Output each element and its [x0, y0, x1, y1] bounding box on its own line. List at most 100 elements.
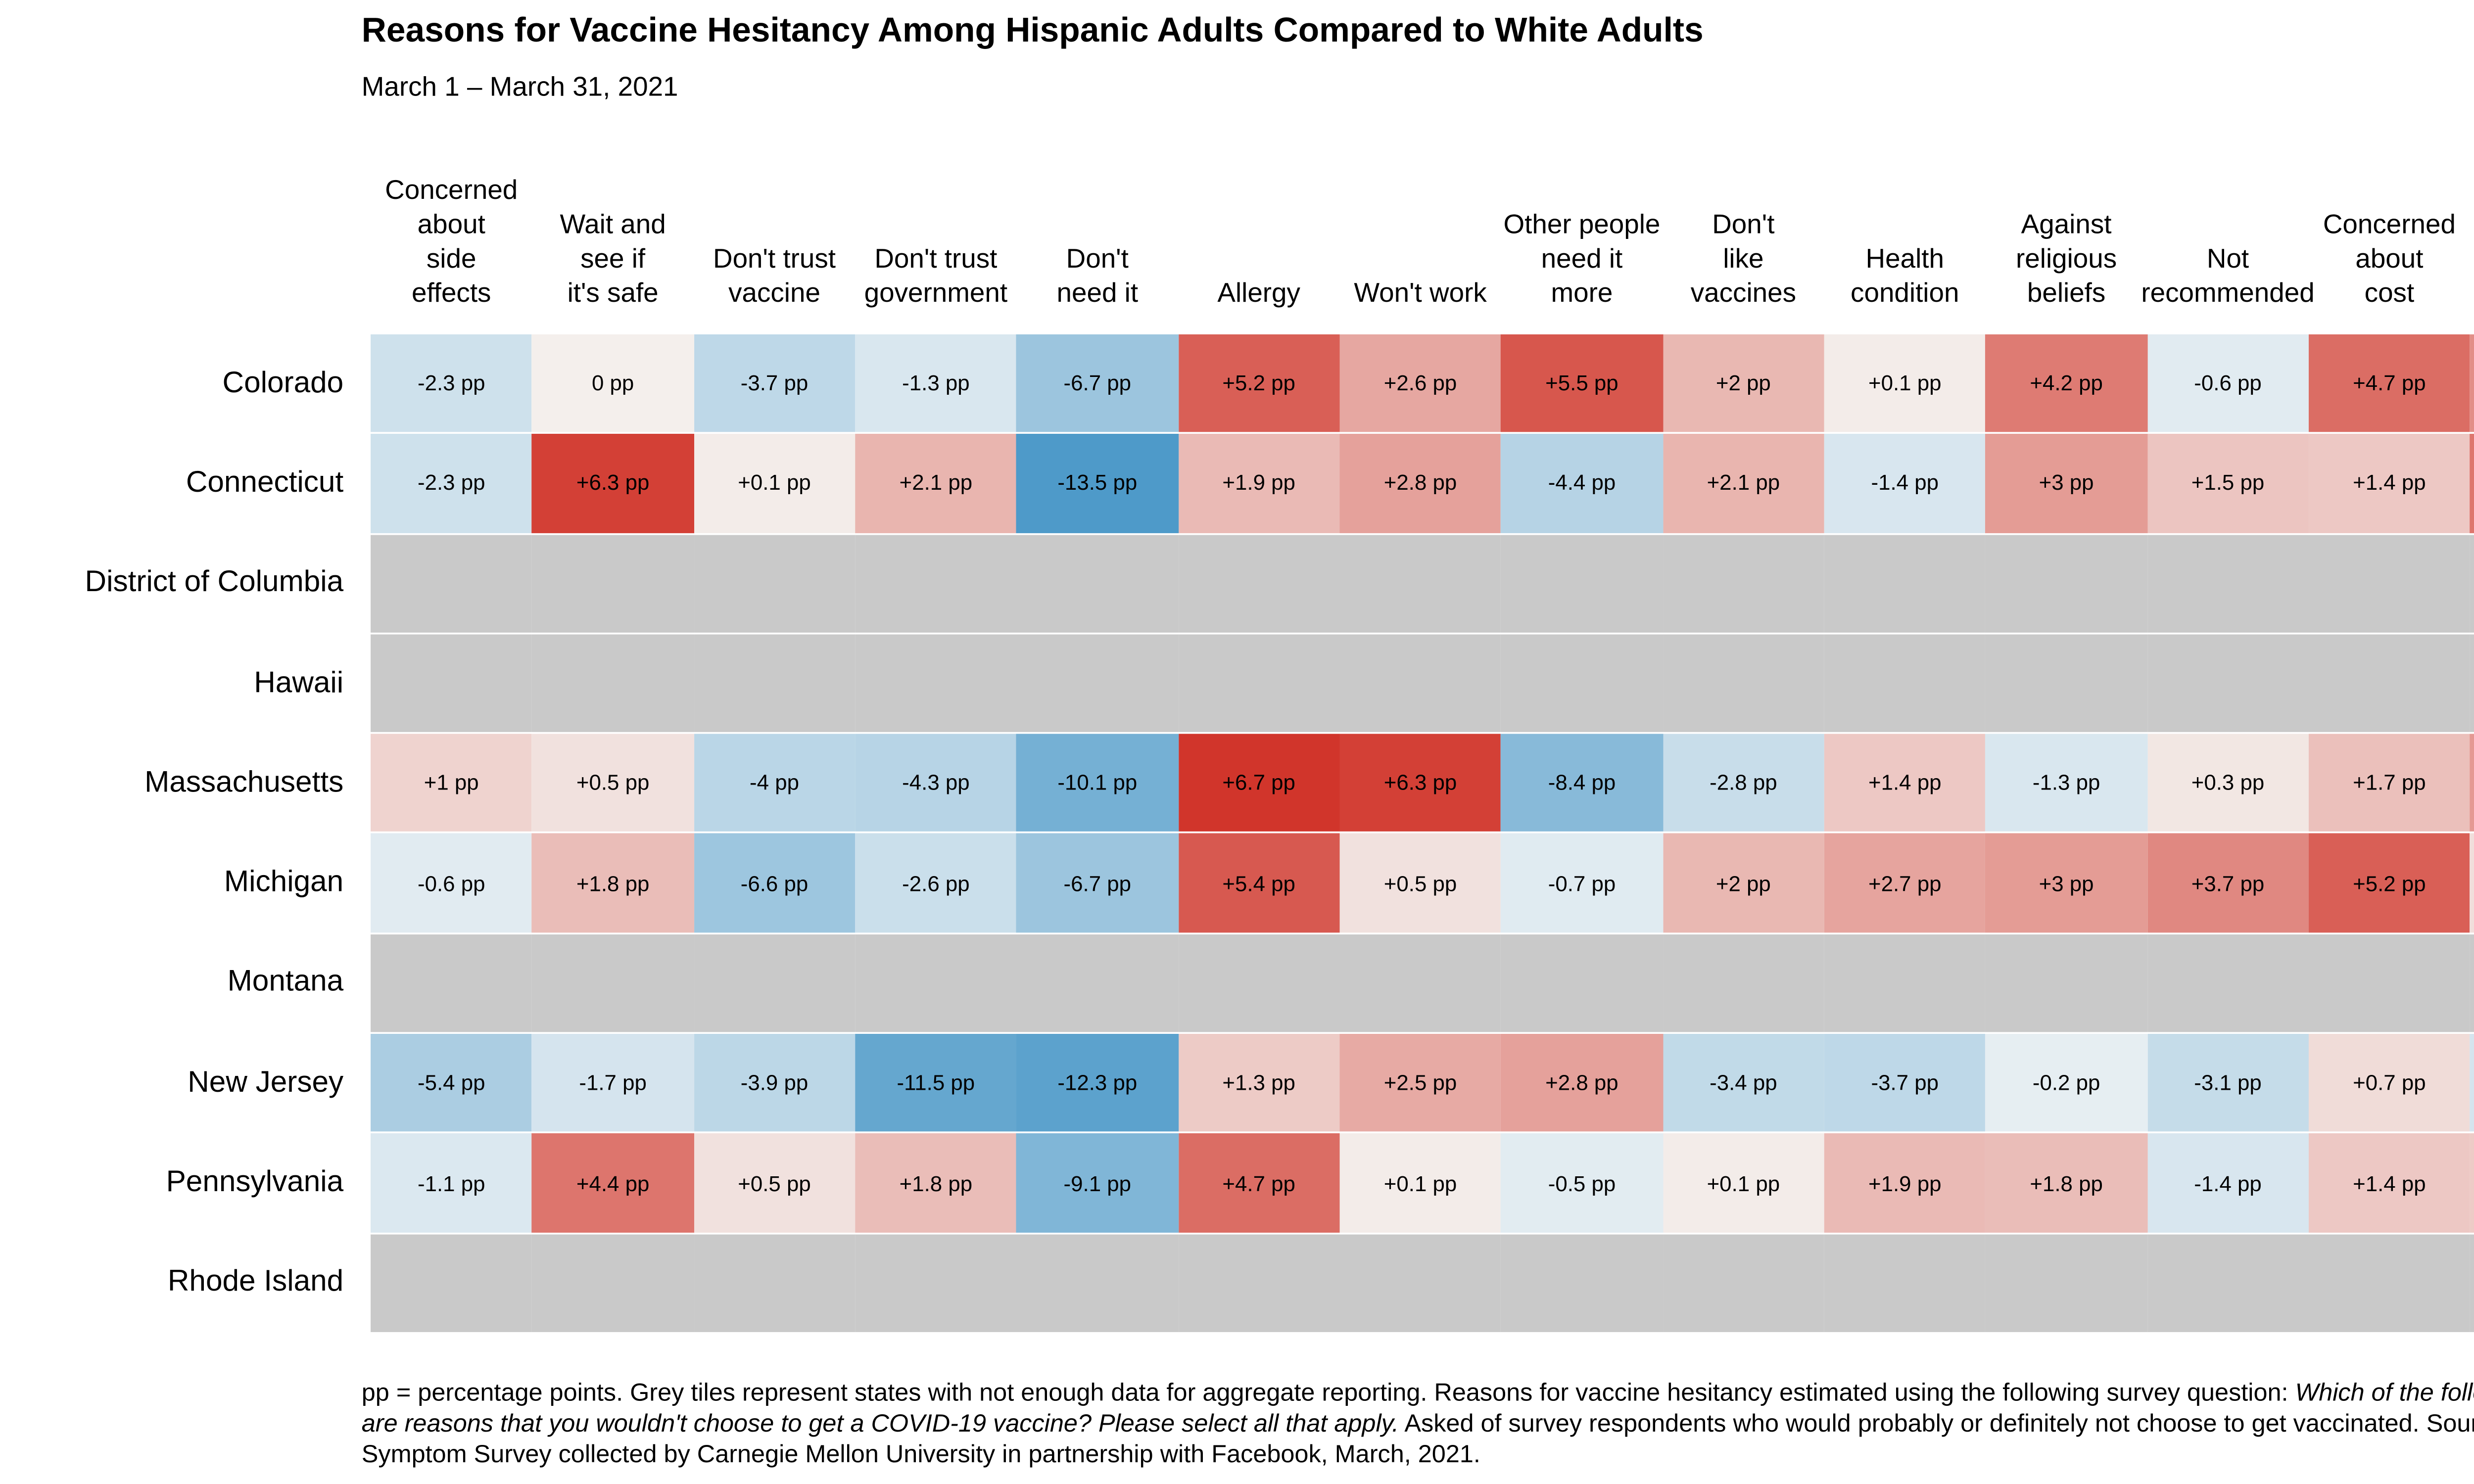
heatmap-cell: +2.6 pp — [1339, 334, 1501, 433]
heatmap-cell: +4.4 pp — [532, 1134, 694, 1232]
heatmap-cell: +3.5 pp — [2470, 334, 2474, 433]
heatmap-cell: +1.3 pp — [2470, 1134, 2474, 1232]
heatmap-cell: +5.2 pp — [1178, 334, 1340, 433]
row-label: District of Columbia — [0, 534, 371, 633]
heatmap-cell: +5.4 pp — [1178, 834, 1340, 932]
heatmap-cell: +1.9 pp — [1178, 434, 1340, 533]
heatmap-cell: +1 pp — [371, 734, 532, 833]
column-header: Won't work — [1354, 278, 1487, 309]
heatmap-cell: -5.4 pp — [371, 1034, 532, 1132]
heatmap-cell — [2470, 934, 2474, 1032]
heatmap-cell: -6.7 pp — [1016, 334, 1178, 433]
heatmap-cell: +5.5 pp — [1501, 334, 1663, 433]
row-label: Montana — [0, 934, 371, 1032]
heatmap-cell — [855, 934, 1017, 1032]
heatmap-cell — [1178, 1234, 1340, 1332]
heatmap-cell: +3.1 pp — [2470, 734, 2474, 833]
heatmap-cell: -1.7 pp — [532, 1034, 694, 1132]
footnote-text-1: pp = percentage points. Grey tiles repre… — [361, 1379, 2295, 1406]
heatmap-cell: +3 pp — [1985, 834, 2147, 932]
heatmap-cell — [1501, 1234, 1663, 1332]
header-corner — [0, 152, 371, 311]
heatmap-cell: +0.3 pp — [2147, 734, 2309, 833]
heatmap-cell: -1.3 pp — [1985, 734, 2147, 833]
heatmap-cell — [1985, 534, 2147, 633]
heatmap-cell — [1178, 634, 1340, 733]
heatmap-cell — [693, 934, 856, 1032]
chart-subtitle: March 1 – March 31, 2021 — [361, 72, 678, 103]
heatmap-cell: -1.1 pp — [371, 1134, 532, 1232]
chart-title: Reasons for Vaccine Hesitancy Among Hisp… — [361, 12, 1704, 51]
heatmap-cell: -1.4 pp — [1824, 434, 1986, 533]
heatmap-cell — [2308, 634, 2471, 733]
heatmap-cell: +0.1 pp — [693, 434, 856, 533]
heatmap-cell — [1501, 934, 1663, 1032]
heatmap-cell: -0.5 pp — [1501, 1134, 1663, 1232]
heatmap-cell: +2 pp — [1663, 334, 1824, 433]
heatmap-cell: +1.8 pp — [855, 1134, 1017, 1232]
heatmap-cell — [2147, 1234, 2309, 1332]
heatmap-cell: +0.5 pp — [693, 1134, 856, 1232]
heatmap-cell: 0 pp — [532, 334, 694, 433]
heatmap-cell: +1.4 pp — [1824, 734, 1986, 833]
column-header: Concerned about cost — [2323, 209, 2456, 309]
heatmap-cell — [532, 634, 694, 733]
column-header: Don't trust vaccine — [713, 244, 836, 309]
heatmap-cell: +0.5 pp — [532, 734, 694, 833]
row-label: Michigan — [0, 834, 371, 932]
row-label: Hawaii — [0, 634, 371, 733]
heatmap-cell — [693, 534, 856, 633]
heatmap-cell: -2.8 pp — [1663, 734, 1824, 833]
heatmap-cell: -6.7 pp — [1016, 834, 1178, 932]
column-header: Don't like vaccines — [1690, 209, 1796, 309]
heatmap-cell: -3.7 pp — [1824, 1034, 1986, 1132]
heatmap-cell: -2.6 pp — [855, 834, 1017, 932]
column-header: Health condition — [1851, 244, 1959, 309]
row-label: Massachusetts — [0, 734, 371, 833]
heatmap-cell: +0.6 pp — [2470, 834, 2474, 932]
heatmap-cell: +6.3 pp — [1339, 734, 1501, 833]
heatmap-cell: -12.3 pp — [1016, 1034, 1178, 1132]
heatmap-cell — [532, 534, 694, 633]
heatmap-cell: -4.3 pp — [855, 734, 1017, 833]
heatmap-cell: +6.3 pp — [532, 434, 694, 533]
footnote-text-2: Asked of survey respondents who would pr… — [361, 1410, 2474, 1469]
heatmap-cell: +1.8 pp — [532, 834, 694, 932]
heatmap-cell — [2147, 534, 2309, 633]
heatmap-cell — [1016, 934, 1178, 1032]
heatmap-cell — [2470, 1234, 2474, 1332]
heatmap-cell — [1178, 934, 1340, 1032]
heatmap-cell — [1016, 534, 1178, 633]
heatmap-cell — [1016, 634, 1178, 733]
heatmap-cell: +0.5 pp — [1339, 834, 1501, 932]
heatmap-cell: +1.4 pp — [2308, 434, 2471, 533]
heatmap-cell: -0.2 pp — [1985, 1034, 2147, 1132]
heatmap-cell: -3.7 pp — [693, 334, 856, 433]
heatmap-cell — [855, 534, 1017, 633]
heatmap-cell: +0.1 pp — [1339, 1134, 1501, 1232]
heatmap-cell: -9.1 pp — [1016, 1134, 1178, 1232]
row-label: New Jersey — [0, 1034, 371, 1132]
heatmap-cell: +2.7 pp — [1824, 834, 1986, 932]
row-label: Connecticut — [0, 434, 371, 533]
heatmap-cell — [855, 634, 1017, 733]
heatmap-cell — [2308, 534, 2471, 633]
heatmap-cell — [1501, 634, 1663, 733]
heatmap-cell: +1.5 pp — [2147, 434, 2309, 533]
heatmap-cell — [1339, 934, 1501, 1032]
heatmap-cell: -0.6 pp — [2147, 334, 2309, 433]
heatmap-cell — [1985, 634, 2147, 733]
heatmap-cell: +0.7 pp — [2308, 1034, 2471, 1132]
heatmap-cell: -2.3 pp — [371, 334, 532, 433]
heatmap-cell: +4.4 pp — [2470, 434, 2474, 533]
heatmap-cell: -4.4 pp — [1501, 434, 1663, 533]
heatmap-cell: +1.9 pp — [1824, 1134, 1986, 1232]
heatmap-cell: -1.4 pp — [2147, 1134, 2309, 1232]
heatmap-cell: +3 pp — [1985, 434, 2147, 533]
heatmap-cell: +2.1 pp — [1663, 434, 1824, 533]
row-label: Colorado — [0, 334, 371, 433]
heatmap-cell — [1339, 634, 1501, 733]
heatmap-cell: +2 pp — [1663, 834, 1824, 932]
heatmap-cell: -13.5 pp — [1016, 434, 1178, 533]
column-header: Concerned about side effects — [385, 175, 518, 309]
